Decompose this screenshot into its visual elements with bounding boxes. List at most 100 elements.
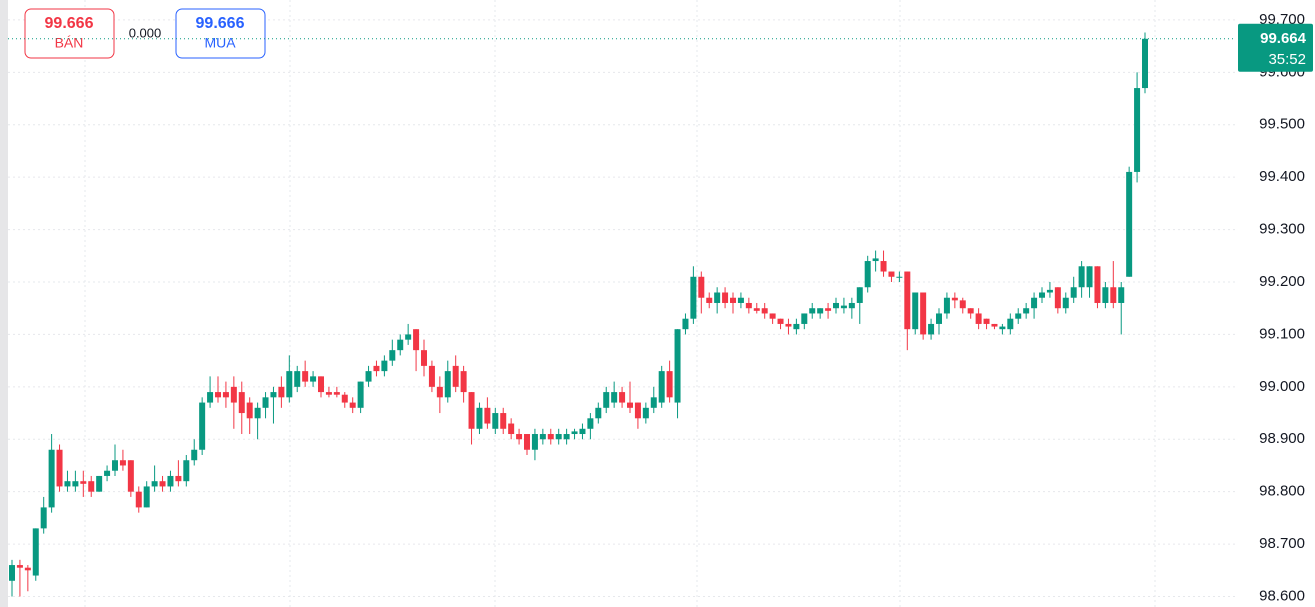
candle-body <box>468 392 475 429</box>
candle-body <box>1110 287 1117 303</box>
candle-body <box>262 397 269 408</box>
candle-body <box>1126 171 1133 277</box>
candle-body <box>856 287 863 303</box>
candle-body <box>991 323 998 327</box>
candle-body <box>191 449 198 461</box>
candle-body <box>745 302 752 309</box>
candle-body <box>1102 287 1109 303</box>
candle-body <box>627 402 633 408</box>
candle-body <box>1086 266 1093 288</box>
candle-body <box>1094 266 1101 303</box>
candle-body <box>508 423 515 435</box>
candles <box>9 32 1148 597</box>
grid <box>8 19 1235 598</box>
candle-body <box>40 507 47 529</box>
candle-body <box>611 392 618 403</box>
candle-body <box>975 313 982 324</box>
buy-price: 99.666 <box>196 15 245 32</box>
candle-body <box>1007 318 1014 330</box>
buy-label: MUA <box>204 35 236 51</box>
candle-body <box>421 350 427 366</box>
candle-body <box>722 292 729 303</box>
candle-body <box>452 365 459 387</box>
candle-body <box>294 371 301 387</box>
candle-body <box>72 481 79 487</box>
candle-body <box>476 407 483 429</box>
candle-body <box>238 392 245 414</box>
candle-body <box>397 339 404 351</box>
candle-body <box>571 431 578 435</box>
candle-body <box>888 271 895 277</box>
candle-body <box>1054 287 1061 309</box>
sell-button[interactable] <box>24 8 115 59</box>
candle-body <box>904 271 911 330</box>
candle-body <box>999 326 1006 330</box>
candle-body <box>32 528 39 576</box>
candle-body <box>650 397 657 408</box>
candle-body <box>872 258 879 262</box>
candle-body <box>674 329 681 403</box>
candle-body <box>436 386 443 398</box>
candle-body <box>119 460 126 466</box>
y-tick-label: 99.500 <box>1259 116 1305 133</box>
candle-body <box>254 407 261 419</box>
last-price-box <box>1238 23 1313 72</box>
candle-body <box>373 365 380 372</box>
candle-body <box>199 402 206 450</box>
candle-body <box>864 261 871 288</box>
candle-body <box>341 394 348 403</box>
candle-body <box>983 318 990 324</box>
candle-body <box>56 449 63 487</box>
spread: 0.000 <box>129 25 162 40</box>
candle-body <box>48 449 55 508</box>
order-panel[interactable]: 99.666 BÁN 0.000 99.666 MUA <box>24 8 266 59</box>
candle-body <box>151 481 158 487</box>
candle-body <box>175 475 182 482</box>
candle-body <box>1070 287 1077 298</box>
y-tick-label: 98.800 <box>1259 483 1305 500</box>
candle-body <box>825 308 832 311</box>
candle-body <box>690 276 697 319</box>
candle-body <box>278 386 285 398</box>
candle-body <box>1039 292 1045 298</box>
candle-body <box>840 305 847 309</box>
candle-body <box>809 308 816 314</box>
candle-body <box>24 567 31 571</box>
candle-body <box>563 434 570 440</box>
last-price-label: 99.664 <box>1260 30 1307 47</box>
candle-body <box>500 413 507 429</box>
sell-label: BÁN <box>55 35 84 51</box>
candle-body <box>1118 287 1125 303</box>
y-tick-label: 99.200 <box>1259 273 1305 290</box>
candle-body <box>167 475 174 487</box>
candle-body <box>531 434 538 450</box>
candle-body <box>943 297 950 314</box>
candle-body <box>928 323 935 335</box>
candle-body <box>64 481 71 487</box>
candle-body <box>619 392 626 403</box>
candle-body <box>428 365 435 387</box>
candle-body <box>365 371 372 382</box>
y-axis: 98.600 98.700 98.800 98.900 99.000 99.100 99.2… <box>1259 11 1305 605</box>
candle-body <box>642 407 649 419</box>
candle-body <box>80 481 87 484</box>
buy-button[interactable] <box>175 8 266 59</box>
candle-body <box>270 392 277 398</box>
candle-body <box>405 334 412 340</box>
candle-body <box>698 276 705 298</box>
candle-body <box>112 460 118 471</box>
candle-body <box>706 297 713 303</box>
candle-body <box>793 323 800 330</box>
candle-body <box>595 407 602 419</box>
candle-body <box>817 308 824 314</box>
candle-body <box>761 308 768 314</box>
y-tick-label: 99.700 <box>1259 11 1305 28</box>
candle-body <box>349 402 356 408</box>
candle-body <box>587 418 594 429</box>
candle-body <box>547 434 554 440</box>
candle-body <box>88 481 95 492</box>
candle-body <box>920 292 927 335</box>
candle-body <box>658 371 665 403</box>
candle-body <box>135 491 142 508</box>
